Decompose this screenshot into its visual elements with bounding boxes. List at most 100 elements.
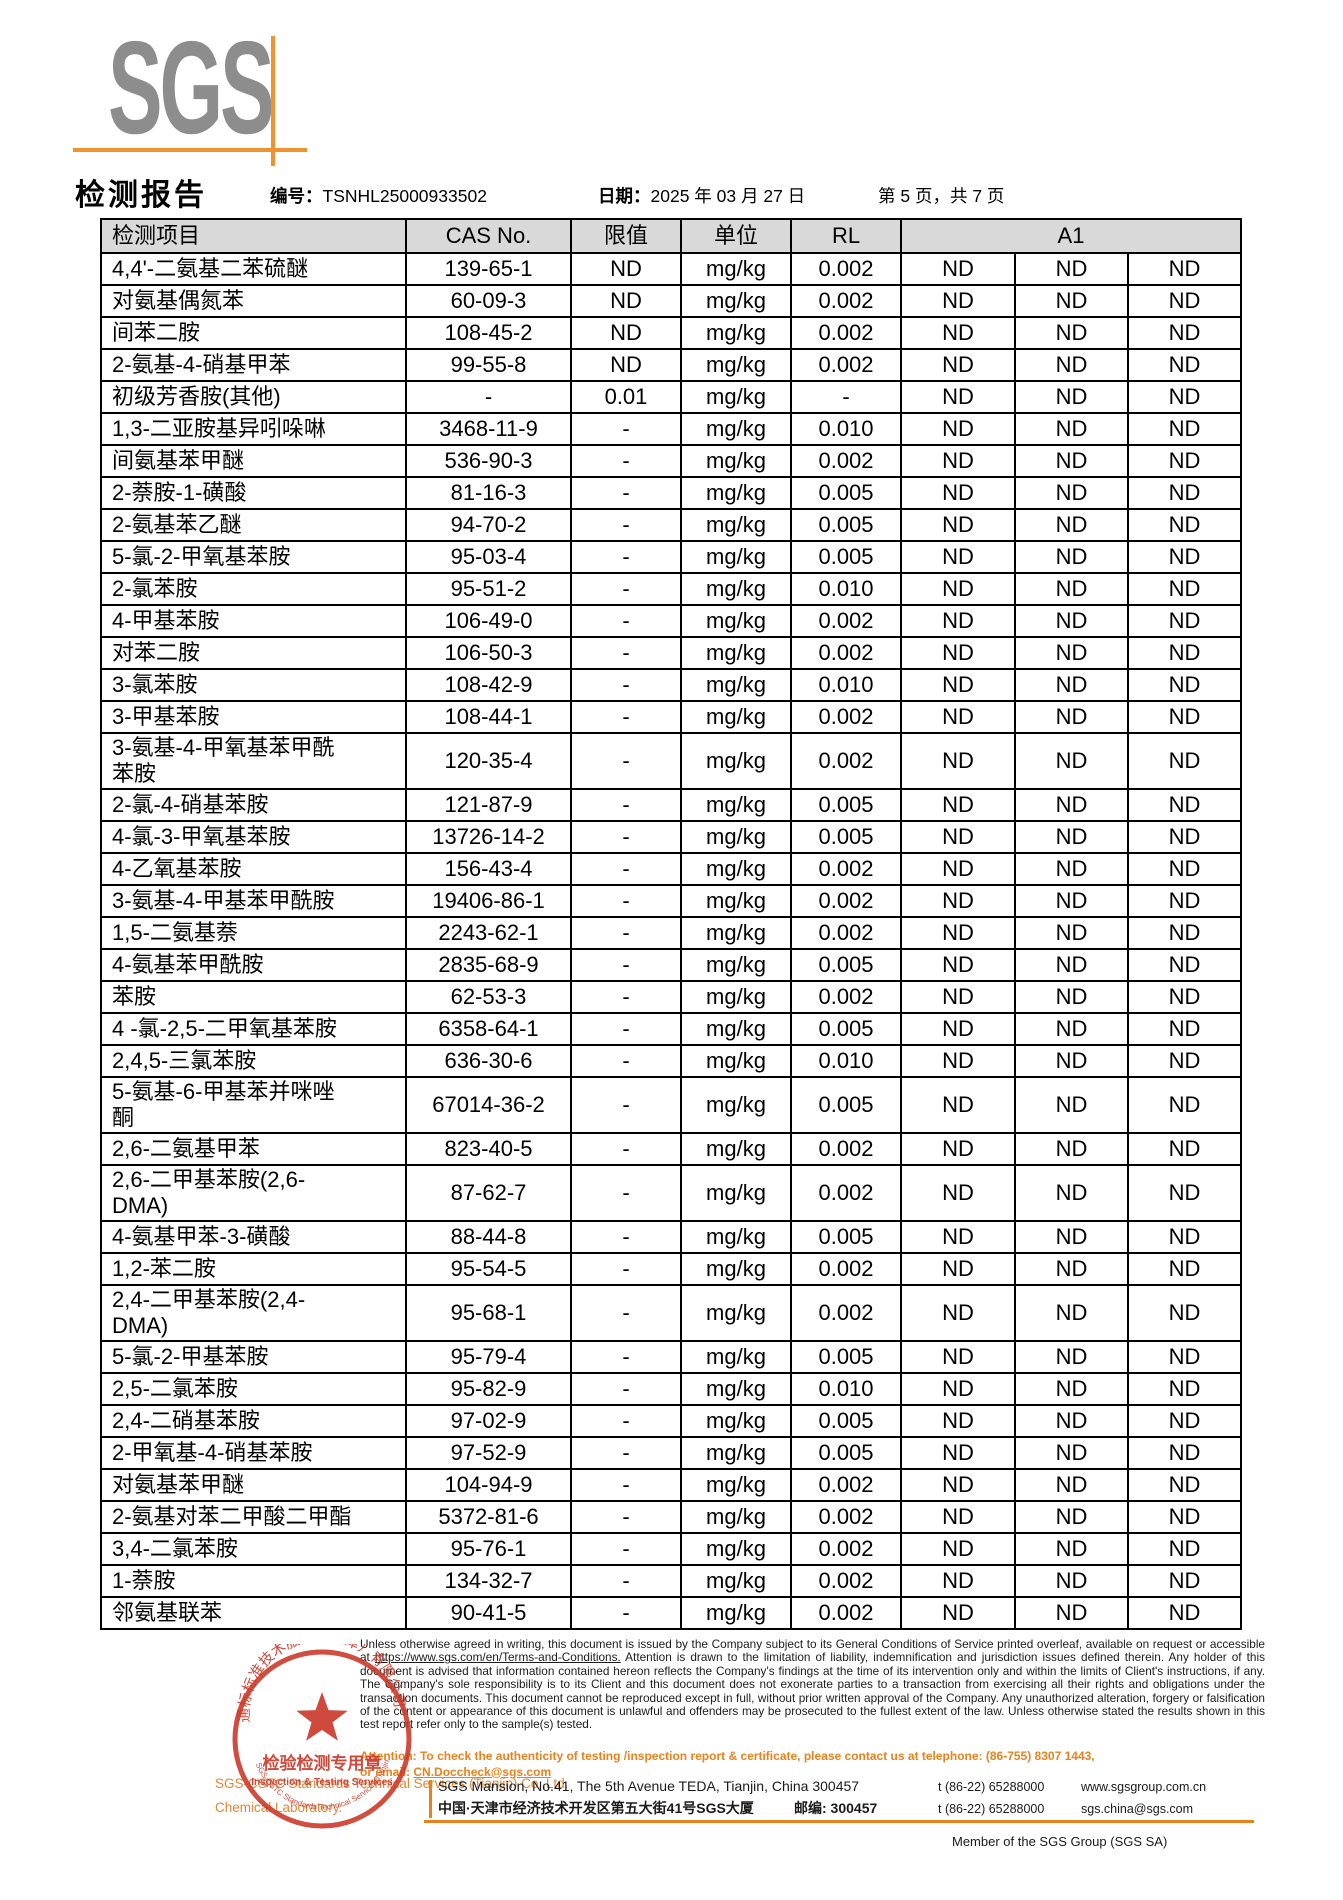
table-cell: ND bbox=[900, 1532, 1016, 1566]
table-cell: ND bbox=[900, 1132, 1016, 1166]
table-cell: 0.002 bbox=[790, 1500, 902, 1534]
disclaimer-part1: Unless otherwise agreed in writing, this… bbox=[360, 1637, 1265, 1665]
table-cell: mg/kg bbox=[680, 700, 792, 734]
table-cell: ND bbox=[1014, 948, 1129, 982]
cell-item: 3-氨基-4-甲基苯甲酰胺 bbox=[100, 884, 407, 918]
table-cell: 95-76-1 bbox=[405, 1532, 572, 1566]
table-cell: - bbox=[570, 1532, 682, 1566]
table-cell: 0.005 bbox=[790, 788, 902, 822]
table-cell: ND bbox=[1014, 1436, 1129, 1470]
table-cell: - bbox=[570, 412, 682, 446]
table-cell: mg/kg bbox=[680, 884, 792, 918]
address-row-en: SGS Mansion, No.41, The 5th Avenue TEDA,… bbox=[438, 1778, 1206, 1794]
table-cell: - bbox=[570, 604, 682, 638]
cell-item: 2,4-二甲基苯胺(2,4- DMA) bbox=[100, 1284, 407, 1342]
table-cell: 121-87-9 bbox=[405, 788, 572, 822]
table-cell: 0.005 bbox=[790, 1012, 902, 1046]
company-name-overlay: SGS-CSTC Standards Technical Services (T… bbox=[215, 1772, 568, 1820]
table-cell: 95-68-1 bbox=[405, 1284, 572, 1342]
table-cell: ND bbox=[1126, 916, 1243, 950]
table-cell: mg/kg bbox=[680, 1468, 792, 1502]
table-row: 4-乙氧基苯胺 156-43-4- mg/kg 0.002 ND ND ND bbox=[100, 852, 1243, 886]
table-cell: - bbox=[570, 1044, 682, 1078]
cell-item: 间苯二胺 bbox=[100, 316, 407, 350]
logo-cross-line bbox=[271, 36, 275, 166]
table-cell: ND bbox=[1014, 1012, 1129, 1046]
table-cell: 139-65-1 bbox=[405, 252, 572, 286]
table-cell: - bbox=[570, 1500, 682, 1534]
table-cell: ND bbox=[1014, 1076, 1129, 1134]
cell-item: 2-氯苯胺 bbox=[100, 572, 407, 606]
table-cell: 0.010 bbox=[790, 668, 902, 702]
table-cell: 108-45-2 bbox=[405, 316, 572, 350]
results-table-body: 4,4'-二氨基二苯硫醚 139-65-1 ND mg/kg 0.002 ND ND ND 对氨… bbox=[100, 252, 1243, 1630]
report-date-label: 日期： bbox=[598, 186, 651, 206]
table-cell: ND bbox=[900, 916, 1016, 950]
table-cell: mg/kg bbox=[680, 412, 792, 446]
table-cell: ND bbox=[1126, 1340, 1243, 1374]
table-cell: ND bbox=[1126, 700, 1243, 734]
member-note: Member of the SGS Group (SGS SA) bbox=[952, 1834, 1168, 1849]
email-link[interactable]: sgs.china@sgs.com bbox=[1081, 1802, 1194, 1816]
table-cell: ND bbox=[900, 508, 1016, 542]
cell-item: 4-乙氧基苯胺 bbox=[100, 852, 407, 886]
table-cell: 67014-36-2 bbox=[405, 1076, 572, 1134]
cell-item: 2-氨基-4-硝基甲苯 bbox=[100, 348, 407, 382]
table-row: 间苯二胺 108-45-2 ND mg/kg 0.002 ND ND ND bbox=[100, 316, 1243, 350]
table-cell: ND bbox=[1126, 444, 1243, 478]
results-table: 检测项目 CAS No. 限值 单位 RL A1 4,4'-二氨基二苯硫醚 139… bbox=[100, 218, 1243, 1630]
table-row: 2-萘胺-1-磺酸 81-16-3- mg/kg 0.005 ND ND ND bbox=[100, 476, 1243, 510]
table-row: 1-萘胺 134-32-7- mg/kg 0.002 ND ND ND bbox=[100, 1564, 1243, 1598]
table-cell: - bbox=[790, 380, 902, 414]
table-cell: ND bbox=[1014, 820, 1129, 854]
table-row: 4-氯-3-甲氧基苯胺 13726-14-2- mg/kg 0.005 ND ND ND bbox=[100, 820, 1243, 854]
table-cell: - bbox=[570, 1404, 682, 1438]
table-cell: mg/kg bbox=[680, 540, 792, 574]
table-cell: ND bbox=[1126, 380, 1243, 414]
attention-line1: Attention: To check the authenticity of … bbox=[360, 1749, 1095, 1763]
table-cell: 0.005 bbox=[790, 948, 902, 982]
table-cell: mg/kg bbox=[680, 284, 792, 318]
table-cell: ND bbox=[1014, 1468, 1129, 1502]
table-cell: 108-42-9 bbox=[405, 668, 572, 702]
cell-item: 4 -氯-2,5-二甲氧基苯胺 bbox=[100, 1012, 407, 1046]
cell-item: 2,5-二氯苯胺 bbox=[100, 1372, 407, 1406]
report-number: 编号：TSNHL25000933502 bbox=[270, 183, 487, 208]
table-cell: 0.002 bbox=[790, 852, 902, 886]
table-cell: ND bbox=[1126, 1596, 1243, 1630]
cell-item: 对氨基苯甲醚 bbox=[100, 1468, 407, 1502]
table-cell: 62-53-3 bbox=[405, 980, 572, 1014]
table-cell: ND bbox=[1014, 1372, 1129, 1406]
table-row: 4 -氯-2,5-二甲氧基苯胺 6358-64-1- mg/kg 0.005 ND ND N… bbox=[100, 1012, 1243, 1046]
table-row: 3,4-二氯苯胺 95-76-1- mg/kg 0.002 ND ND ND bbox=[100, 1532, 1243, 1566]
table-cell: 0.002 bbox=[790, 284, 902, 318]
table-cell: ND bbox=[1126, 820, 1243, 854]
cell-item: 3-氯苯胺 bbox=[100, 668, 407, 702]
table-cell: mg/kg bbox=[680, 1284, 792, 1342]
doccheck-email-link[interactable]: CN.Doccheck@sgs.com bbox=[413, 1764, 552, 1779]
table-cell: 108-44-1 bbox=[405, 700, 572, 734]
table-row: 2,4-二甲基苯胺(2,4- DMA) 95-68-1- mg/kg 0.002 ND N… bbox=[100, 1284, 1243, 1342]
table-cell: ND bbox=[1126, 1372, 1243, 1406]
inspection-stamp: 通标标准技术服务（天津）有限公司 检验检测专用章 Inspection & Te… bbox=[227, 1644, 412, 1829]
table-cell: mg/kg bbox=[680, 348, 792, 382]
table-cell: 0.002 bbox=[790, 980, 902, 1014]
terms-link[interactable]: https://www.sgs.com/en/Terms-and-Conditi… bbox=[374, 1650, 621, 1665]
table-cell: 0.005 bbox=[790, 476, 902, 510]
table-cell: mg/kg bbox=[680, 1564, 792, 1598]
table-cell: 823-40-5 bbox=[405, 1132, 572, 1166]
cell-item: 间氨基苯甲醚 bbox=[100, 444, 407, 478]
report-number-value: TSNHL25000933502 bbox=[322, 186, 487, 206]
table-cell: mg/kg bbox=[680, 1596, 792, 1630]
cell-item: 2-氯-4-硝基苯胺 bbox=[100, 788, 407, 822]
table-cell: ND bbox=[1014, 412, 1129, 446]
table-row: 2-氨基苯乙醚 94-70-2- mg/kg 0.005 ND ND ND bbox=[100, 508, 1243, 542]
table-cell: ND bbox=[900, 884, 1016, 918]
table-row: 2-氯苯胺 95-51-2- mg/kg 0.010 ND ND ND bbox=[100, 572, 1243, 606]
website-link[interactable]: www.sgsgroup.com.cn bbox=[1081, 1780, 1207, 1794]
table-cell: mg/kg bbox=[680, 1076, 792, 1134]
table-cell: ND bbox=[1014, 1220, 1129, 1254]
table-cell: 0.002 bbox=[790, 1252, 902, 1286]
table-cell: mg/kg bbox=[680, 668, 792, 702]
table-cell: - bbox=[570, 820, 682, 854]
